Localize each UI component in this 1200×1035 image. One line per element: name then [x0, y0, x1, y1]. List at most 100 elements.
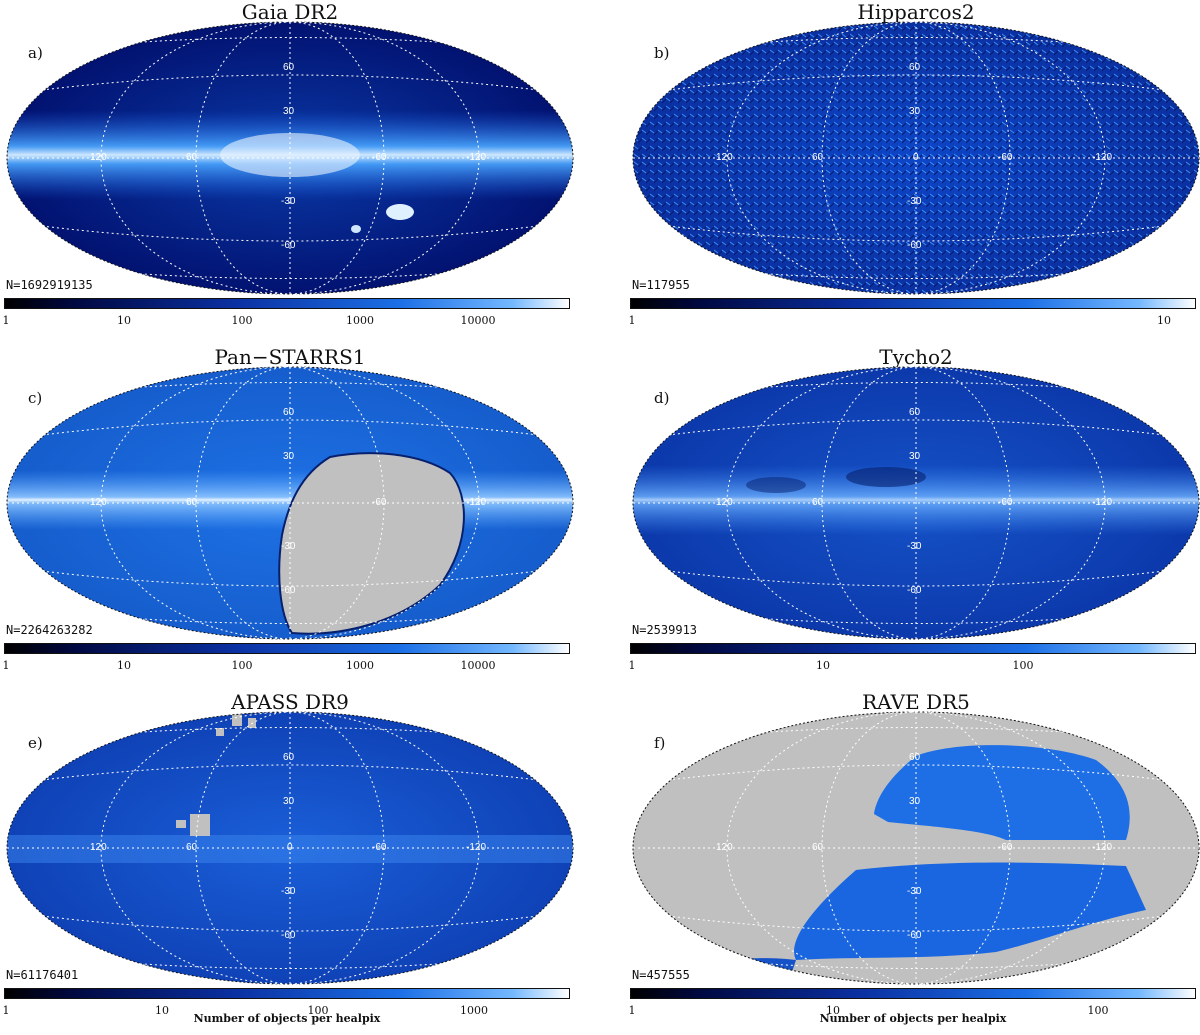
masked-region	[248, 718, 256, 728]
svg-text:30: 30	[909, 451, 921, 462]
svg-text:60: 60	[186, 497, 198, 508]
panel-gaia-dr2: Gaia DR2	[0, 0, 580, 345]
masked-region	[216, 728, 224, 736]
svg-text:-30: -30	[907, 541, 922, 552]
svg-text:60: 60	[283, 62, 295, 73]
svg-text:0: 0	[287, 842, 293, 853]
panel-label: e)	[28, 734, 43, 752]
survey-coverage-south	[794, 862, 1146, 960]
panel-title: APASS DR9	[231, 690, 349, 714]
svg-text:-120: -120	[466, 152, 486, 163]
colorbar-ticks: 1 10	[628, 298, 1196, 328]
graticule	[632, 21, 1200, 295]
panel-pan-starrs1: Pan−STARRS1	[0, 345, 580, 690]
tick-label: 10	[155, 1004, 169, 1017]
tick-label: 1	[2, 1004, 10, 1017]
tick-label: 1	[628, 1004, 636, 1017]
svg-text:-60: -60	[372, 842, 387, 853]
svg-text:-120: -120	[1092, 497, 1112, 508]
svg-text:120: 120	[716, 152, 733, 163]
panel-label: d)	[654, 389, 670, 407]
svg-text:120: 120	[716, 497, 733, 508]
svg-text:-60: -60	[281, 240, 296, 251]
svg-text:60: 60	[186, 152, 198, 163]
svg-text:120: 120	[90, 152, 107, 163]
svg-text:60: 60	[283, 752, 295, 763]
svg-text:60: 60	[812, 842, 824, 853]
galactic-bulge	[220, 133, 360, 177]
sky-map: 60 30 0 -30 -60 120 60 -60 -120	[632, 21, 1200, 295]
colorbar-ticks: 1 10 100 1000	[2, 988, 570, 1018]
svg-text:120: 120	[90, 497, 107, 508]
colorbar	[4, 988, 570, 999]
masked-region	[232, 714, 242, 726]
svg-text:-60: -60	[281, 930, 296, 941]
svg-text:30: 30	[283, 796, 295, 807]
masked-region	[278, 452, 465, 635]
svg-text:60: 60	[812, 152, 824, 163]
colorbar-ticks: 1 10 100	[629, 643, 1196, 673]
tick-label: 10	[117, 659, 131, 672]
tick-label: 1	[628, 314, 636, 327]
svg-text:30: 30	[909, 106, 921, 117]
object-count: N=117955	[632, 278, 690, 292]
object-count: N=2264263282	[6, 623, 93, 637]
object-count: N=1692919135	[6, 278, 93, 292]
svg-text:30: 30	[283, 106, 295, 117]
panel-title: RAVE DR5	[862, 690, 970, 714]
colorbar-title: Number of objects per healpix	[193, 1012, 381, 1025]
colorbar	[4, 298, 570, 309]
svg-text:0: 0	[913, 152, 919, 163]
masked-region	[176, 820, 186, 828]
graticule	[632, 711, 1200, 985]
masked-region	[190, 814, 210, 836]
graticule-labels: 60 30 0 -30 -60 120 60 -60 -120	[716, 62, 1112, 251]
svg-text:-60: -60	[281, 585, 296, 596]
colorbar-ticks: 1 10 100 1000 10000	[3, 298, 570, 328]
panel-label: c)	[28, 389, 43, 407]
graticule	[632, 366, 1200, 640]
sky-map: 60 30 -30 -60 120 60 -60 -120	[632, 711, 1200, 985]
tick-label: 10	[117, 314, 131, 327]
colorbar-ticks: 1 10 100 1000 10000	[3, 643, 570, 673]
graticule-labels: 60 30 0 -30 -60 120 60 -60 -120	[90, 752, 486, 941]
tick-label: 10	[826, 1004, 840, 1017]
dust-lane	[746, 477, 806, 493]
object-count: N=61176401	[6, 968, 79, 982]
svg-text:60: 60	[812, 497, 824, 508]
lmc-blob	[386, 204, 414, 220]
tick-label: 1000	[346, 314, 374, 327]
colorbar-ticks: 1 10 100	[628, 988, 1196, 1018]
panel-label: a)	[28, 44, 43, 62]
graticule-labels: 60 30 -30 -60 120 60 -60 -120	[90, 407, 486, 596]
object-count: N=2539913	[632, 623, 698, 637]
tick-label: 1000	[346, 659, 374, 672]
panel-tycho2: Tycho2	[626, 345, 1200, 690]
colorbar-title: Number of objects per healpix	[819, 1012, 1007, 1025]
svg-text:-120: -120	[466, 497, 486, 508]
tick-label: 100	[307, 1004, 329, 1017]
smc-blob	[351, 225, 361, 233]
svg-text:60: 60	[283, 407, 295, 418]
svg-text:-120: -120	[1092, 152, 1112, 163]
svg-text:-30: -30	[281, 886, 296, 897]
svg-text:-60: -60	[907, 240, 922, 251]
svg-text:30: 30	[283, 451, 295, 462]
tick-label: 10	[816, 659, 830, 672]
svg-text:-30: -30	[907, 886, 922, 897]
colorbar	[4, 643, 570, 654]
tick-label: 1000	[460, 1004, 488, 1017]
tick-label: 10	[1157, 314, 1171, 327]
panel-title: Tycho2	[879, 345, 953, 369]
colorbar	[630, 298, 1196, 309]
svg-text:30: 30	[909, 796, 921, 807]
graticule	[6, 711, 574, 985]
graticule-labels: 60 30 -30 -60 120 60 -60 -120	[716, 407, 1112, 596]
svg-text:60: 60	[909, 62, 921, 73]
svg-text:-30: -30	[907, 196, 922, 207]
graticule	[6, 21, 574, 295]
tick-label: 10000	[460, 314, 496, 327]
panel-rave-dr5: RAVE DR5 60 30 -30 -60 120 60 -60	[626, 690, 1200, 1035]
panel-title: Pan−STARRS1	[214, 345, 366, 369]
svg-text:60: 60	[186, 842, 198, 853]
